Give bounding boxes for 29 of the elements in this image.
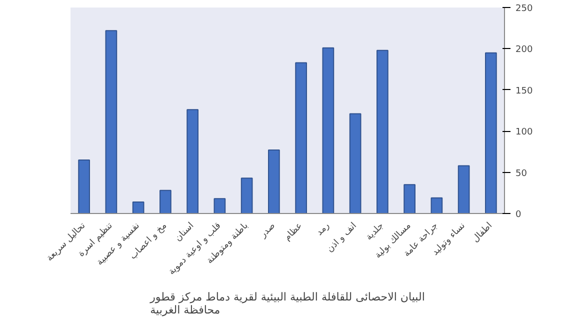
x-tick-label: رمد: [314, 220, 332, 238]
x-tick-label: جلدية: [364, 220, 386, 243]
bar: [160, 190, 172, 214]
y-tick-label: 200: [516, 45, 533, 56]
bar: [214, 198, 226, 214]
x-tick-label: اسنان: [173, 220, 196, 244]
x-tick-label: صدر: [258, 220, 278, 241]
bar: [295, 62, 307, 214]
bar: [105, 30, 118, 214]
y-tick-label: 0: [516, 210, 522, 220]
bar: [132, 201, 144, 214]
y-tick-label: 100: [516, 128, 533, 138]
bar: [268, 150, 280, 214]
bar: [404, 184, 416, 214]
y-tick-label: 150: [516, 86, 533, 96]
bar: [186, 109, 198, 214]
x-tick-label: اطفال: [470, 220, 494, 245]
bar: [376, 50, 388, 214]
bar: [240, 178, 253, 214]
y-tick-label: 250: [516, 4, 533, 14]
bar: [349, 113, 362, 214]
y-tick-label: 50: [516, 168, 528, 179]
bar: [458, 165, 470, 214]
text: البيان الاحصائى للقافلة الطبية البيئية لقرية دماط مركز قطور محافظة الغربية: [149, 290, 425, 316]
bar: [430, 197, 443, 214]
bar: [322, 47, 334, 214]
bar: [485, 52, 497, 214]
x-tick-label: عظام: [282, 220, 305, 243]
bar: [78, 159, 90, 214]
